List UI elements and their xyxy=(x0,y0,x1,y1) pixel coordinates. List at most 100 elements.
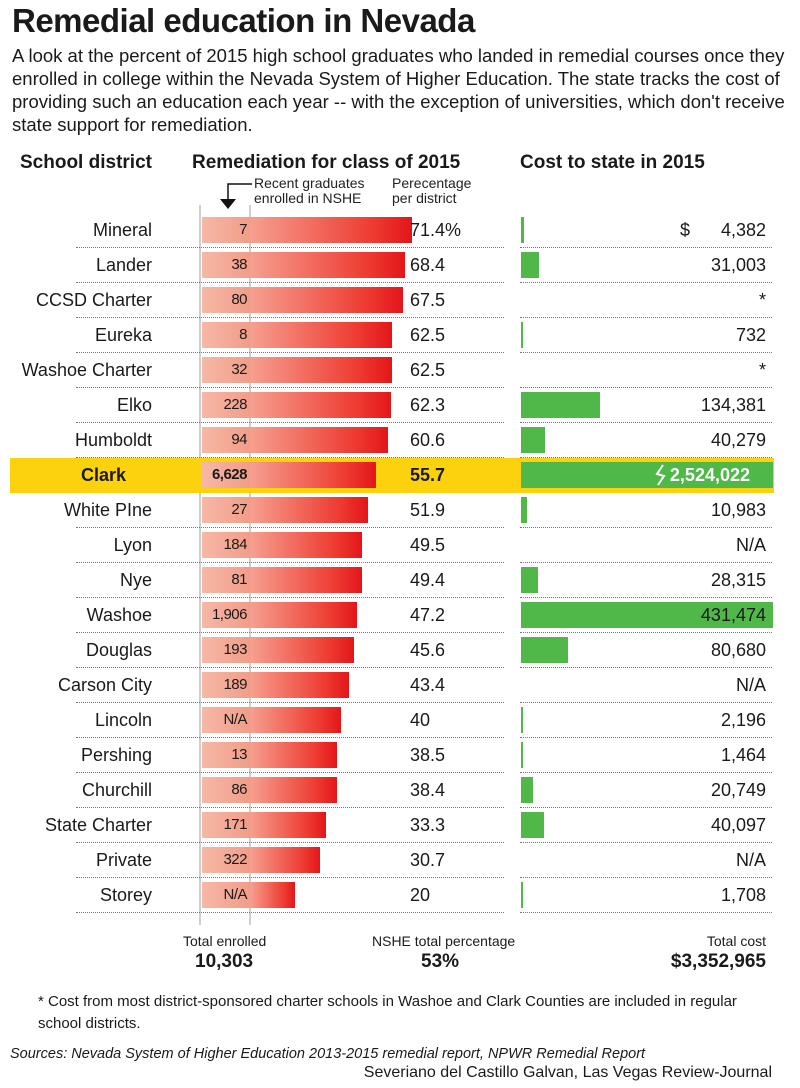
row-divider xyxy=(520,352,772,353)
district-name: Lincoln xyxy=(94,710,152,730)
percent-bar xyxy=(250,812,326,838)
cost-bar xyxy=(521,322,523,348)
district-name: Lyon xyxy=(113,535,152,555)
row-divider xyxy=(76,737,504,738)
row-divider xyxy=(520,562,772,563)
enrolled-value: 228 xyxy=(223,396,247,413)
row-divider xyxy=(520,912,772,913)
percent-bar xyxy=(250,217,412,243)
total-percent-value: 53% xyxy=(421,951,460,972)
enrolled-value: 13 xyxy=(231,746,247,763)
row-divider xyxy=(520,737,772,738)
enrolled-value: 38 xyxy=(231,256,247,273)
row-divider xyxy=(76,317,504,318)
table-row: White PIne 27 51.9 10,983 xyxy=(0,493,800,528)
enrolled-cell: 1,906 xyxy=(202,602,250,628)
cost-value: 40,279 xyxy=(710,430,766,450)
cost-value: * xyxy=(758,360,766,380)
enrolled-value: 32 xyxy=(231,361,247,378)
row-divider xyxy=(520,247,772,248)
total-percent-label: NSHE total percentage xyxy=(372,933,516,949)
enrolled-value: N/A xyxy=(223,886,247,903)
cost-value: * xyxy=(758,290,766,310)
enrolled-value: N/A xyxy=(223,711,247,728)
percent-bar xyxy=(250,602,358,628)
scale-break-icon xyxy=(655,464,666,486)
district-name: Nye xyxy=(119,570,152,590)
table-row: Douglas 193 45.6 80,680 xyxy=(0,633,800,668)
enrolled-value: 193 xyxy=(223,641,247,658)
cost-value: 4,382 xyxy=(720,220,766,240)
percent-guide-line xyxy=(249,205,251,925)
enrolled-note-arrow-icon xyxy=(220,183,252,209)
percent-value: 30.7 xyxy=(410,850,446,870)
row-divider xyxy=(76,702,504,703)
percent-value: 55.7 xyxy=(410,465,446,485)
cost-value: 10,983 xyxy=(710,500,766,520)
table-row: Eureka 8 62.5 732 xyxy=(0,318,800,353)
percent-bar xyxy=(250,497,368,523)
table-row: Elko 228 62.3 134,381 xyxy=(0,388,800,423)
district-name: White PIne xyxy=(63,500,152,520)
row-divider xyxy=(76,912,504,913)
row-divider xyxy=(76,247,504,248)
cost-bar xyxy=(521,567,538,593)
percent-value: 38.5 xyxy=(410,745,446,765)
sources: Sources: Nevada System of Higher Educati… xyxy=(10,1046,646,1062)
table-row: CCSD Charter 80 67.5 * xyxy=(0,283,800,318)
enrolled-value: 1,906 xyxy=(211,606,248,623)
percent-value: 33.3 xyxy=(410,815,446,835)
enrolled-cell: 189 xyxy=(202,672,250,698)
percent-value: 62.3 xyxy=(410,395,446,415)
chart-intro: A look at the percent of 2015 high schoo… xyxy=(12,45,785,135)
district-column-header: School district xyxy=(20,152,152,173)
cost-value: 2,196 xyxy=(720,710,766,730)
cost-value: 20,749 xyxy=(710,780,766,800)
enrolled-value: 8 xyxy=(239,326,247,343)
row-divider xyxy=(520,702,772,703)
district-name: Carson City xyxy=(57,675,152,695)
table-row: Humboldt 94 60.6 40,279 xyxy=(0,423,800,458)
row-divider xyxy=(520,527,772,528)
district-name: Humboldt xyxy=(74,430,152,450)
district-name: State Charter xyxy=(44,815,152,835)
row-divider xyxy=(76,772,504,773)
district-name: Storey xyxy=(99,885,152,905)
cost-value: 80,680 xyxy=(710,640,766,660)
cost-value: N/A xyxy=(735,850,766,870)
enrolled-cell: 38 xyxy=(202,252,250,278)
table-row: Storey N/A 20 1,708 xyxy=(0,878,800,913)
total-cost-value: $3,352,965 xyxy=(670,951,766,972)
cost-bar xyxy=(521,217,524,243)
row-divider xyxy=(76,842,504,843)
table-row: Lander 38 68.4 31,003 xyxy=(0,248,800,283)
percent-bar xyxy=(250,252,406,278)
percent-value: 49.4 xyxy=(410,570,446,590)
table-row: Churchill 86 38.4 20,749 xyxy=(0,773,800,808)
district-name: Washoe xyxy=(86,605,152,625)
row-divider xyxy=(76,527,504,528)
total-enrolled-value: 10,303 xyxy=(195,951,254,972)
cost-value: 1,708 xyxy=(720,885,766,905)
enrolled-cell: 184 xyxy=(202,532,250,558)
percent-value: 40 xyxy=(410,710,431,730)
percent-value: 68.4 xyxy=(410,255,446,275)
enrolled-cell: 27 xyxy=(202,497,250,523)
percent-bar xyxy=(250,672,349,698)
percent-bar xyxy=(250,847,320,873)
percent-value: 60.6 xyxy=(410,430,446,450)
table-row: Mineral 7 71.4% $4,382 xyxy=(0,213,800,248)
cost-bar xyxy=(521,742,523,768)
table-row: Washoe 1,906 47.2 431,474 xyxy=(0,598,800,633)
enrolled-guide-line xyxy=(199,205,201,925)
enrolled-cell: 7 xyxy=(202,217,250,243)
percent-bar xyxy=(250,462,377,488)
percent-value: 62.5 xyxy=(410,360,446,380)
cost-value: 732 xyxy=(735,325,766,345)
cost-bar xyxy=(521,252,540,278)
district-name: Churchill xyxy=(81,780,152,800)
row-divider xyxy=(76,877,504,878)
percent-value: 47.2 xyxy=(410,605,446,625)
row-divider xyxy=(520,422,772,423)
cost-bar xyxy=(521,392,600,418)
